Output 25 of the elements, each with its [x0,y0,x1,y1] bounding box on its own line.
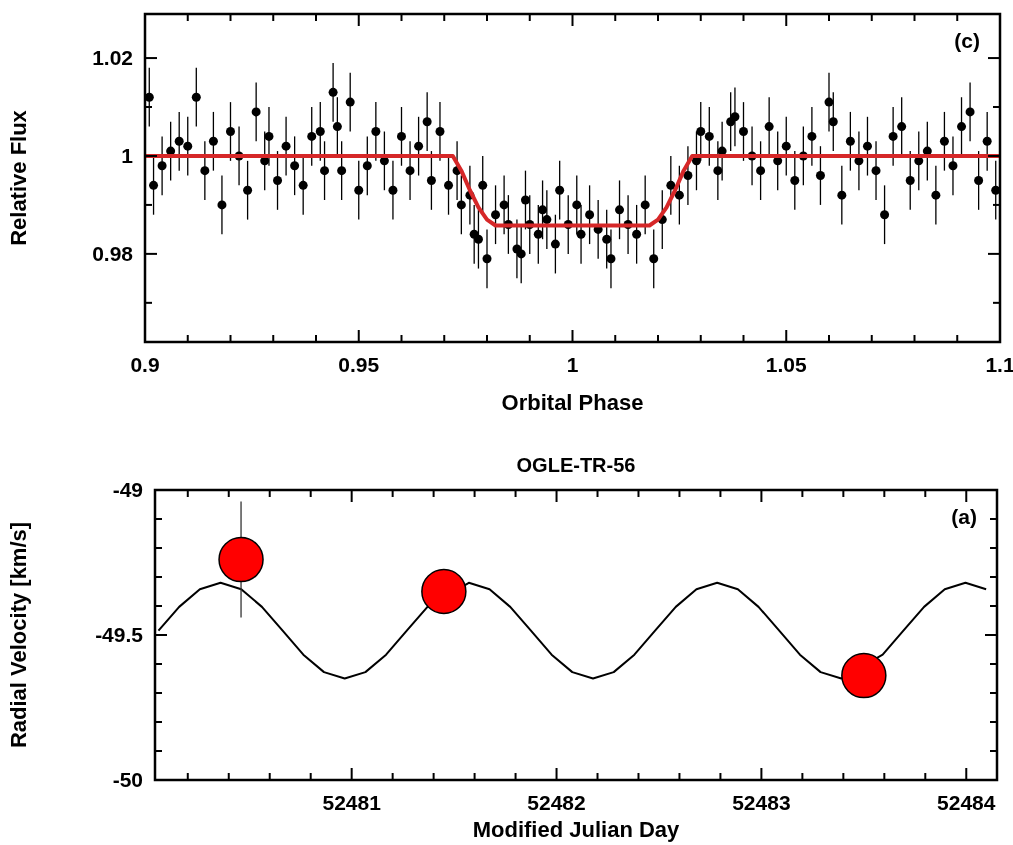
y-tick-label: -49.5 [95,623,144,646]
y-tick-label: -50 [112,768,143,791]
y-axis-title: Relative Flux [6,109,31,246]
line-series [145,153,1000,228]
y-tick-label: 1 [121,143,134,167]
x-axis-title: Orbital Phase [501,390,644,415]
x-tick-label: 1.05 [765,353,808,376]
x-tick-label: 0.9 [130,353,160,376]
x-tick-label: 52484 [937,791,996,814]
y-tick-label: -49 [112,478,143,501]
annotation: (c) [954,29,980,52]
chart-title: OGLE-TR-56 [516,454,636,476]
point [841,652,887,699]
y-tick-label: 0.98 [92,241,134,265]
x-axis-title: Modified Julian Day [472,817,681,842]
y-axis-title: Radial Velocity [km/s] [6,521,31,749]
x-tick-label: 52481 [322,791,382,814]
y-tick-label: 1.02 [92,46,133,70]
x-tick-label: 52482 [527,791,586,814]
point [218,536,264,583]
x-tick-label: 1 [566,353,579,376]
annotation: (a) [951,505,977,528]
point [421,568,467,615]
x-tick-label: 0.95 [338,353,380,376]
x-tick-label: 52483 [732,791,791,814]
